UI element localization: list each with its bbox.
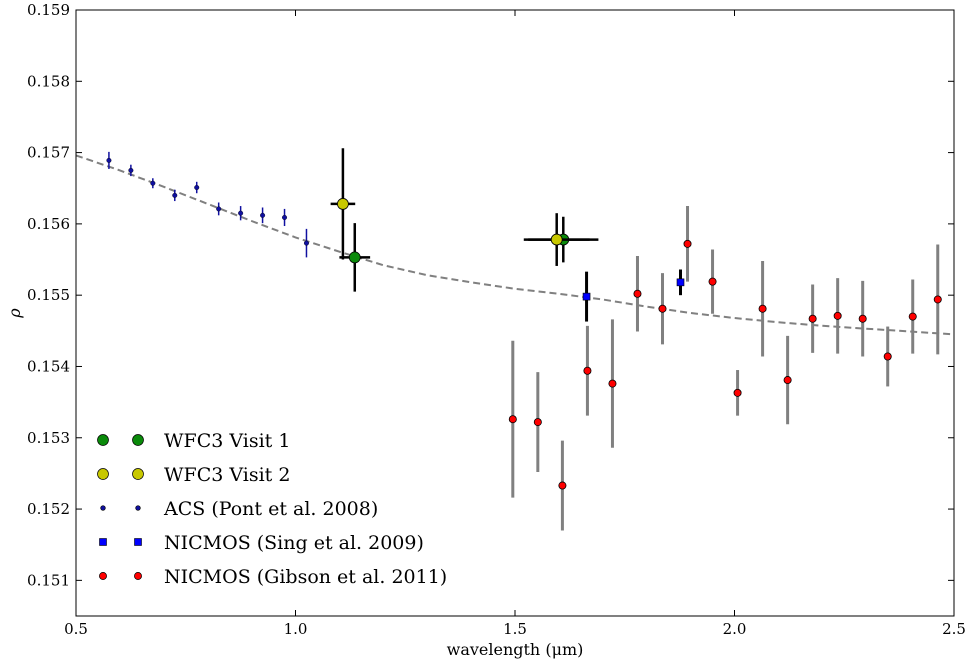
series-1 [330,148,590,266]
data-point [128,167,134,173]
legend-label: NICMOS (Sing et al. 2009) [164,532,424,554]
data-point [708,277,717,286]
y-tick-label: 0.155 [27,286,70,304]
y-tick-label: 0.159 [27,1,70,19]
data-point [908,312,917,321]
legend-marker [99,538,107,546]
y-tick-label: 0.158 [27,72,70,90]
x-tick-label: 1.0 [284,620,308,638]
legend-label: NICMOS (Gibson et al. 2011) [164,566,447,588]
data-point [783,376,792,385]
series-2 [106,151,309,258]
legend-marker [100,505,106,511]
data-point [883,352,892,361]
data-point [303,240,309,246]
data-point [106,157,112,163]
x-tick-label: 0.5 [64,620,88,638]
legend-marker [97,468,109,480]
data-marks [75,148,955,531]
data-point [633,289,642,298]
legend-marker [132,468,144,480]
data-point [550,233,563,246]
y-tick-label: 0.151 [27,571,70,589]
y-tick-label: 0.153 [27,429,70,447]
data-point [260,212,266,218]
axis-ticks: 0.5 1.0 1.5 2.0 2.5 0.151 0.152 0.153 0.154 0.155… [27,1,966,638]
data-point [533,418,542,427]
data-point [238,210,244,216]
y-tick-label: 0.154 [27,357,70,375]
y-tick-label: 0.152 [27,500,70,518]
data-point [582,292,591,301]
legend-item: ACS (Pont et al. 2008) [100,498,378,520]
y-tick-label: 0.156 [27,215,70,233]
data-point [676,278,685,287]
data-point [858,314,867,323]
y-axis-label: ρ [5,308,24,319]
data-point [933,295,942,304]
legend-item: NICMOS (Sing et al. 2009) [99,532,424,554]
data-point [808,314,817,323]
legend: WFC3 Visit 1 WFC3 Visit 2 ACS (Pont et al.… [97,430,447,588]
data-point [608,379,617,388]
data-point [194,185,200,191]
x-axis-label: wavelength (μm) [447,640,584,659]
y-tick-label: 0.157 [27,144,70,162]
data-point [337,198,349,210]
data-point [150,180,156,186]
x-tick-label: 2.5 [942,620,966,638]
legend-marker [135,505,141,511]
legend-item: WFC3 Visit 2 [97,464,290,486]
series-4 [508,206,942,531]
legend-marker [132,434,144,446]
legend-marker [134,572,142,580]
data-point [282,214,288,220]
data-point [758,304,767,313]
data-point [733,388,742,397]
legend-marker [134,538,142,546]
data-point [508,415,517,424]
legend-label: WFC3 Visit 1 [164,430,290,452]
data-point [583,366,592,375]
data-point [658,304,667,313]
x-tick-label: 2.0 [723,620,747,638]
legend-marker [99,572,107,580]
data-point [216,206,222,212]
data-point [833,311,842,320]
model-curve [75,154,955,336]
legend-item: WFC3 Visit 1 [97,430,290,452]
x-tick-label: 1.5 [503,620,527,638]
legend-marker [97,434,109,446]
data-point [683,239,692,248]
legend-item: NICMOS (Gibson et al. 2011) [99,566,447,588]
legend-label: WFC3 Visit 2 [164,464,290,486]
legend-label: ACS (Pont et al. 2008) [163,498,378,520]
data-point [172,192,178,198]
data-point [558,481,567,490]
data-point [348,251,361,264]
series-3 [582,269,685,322]
